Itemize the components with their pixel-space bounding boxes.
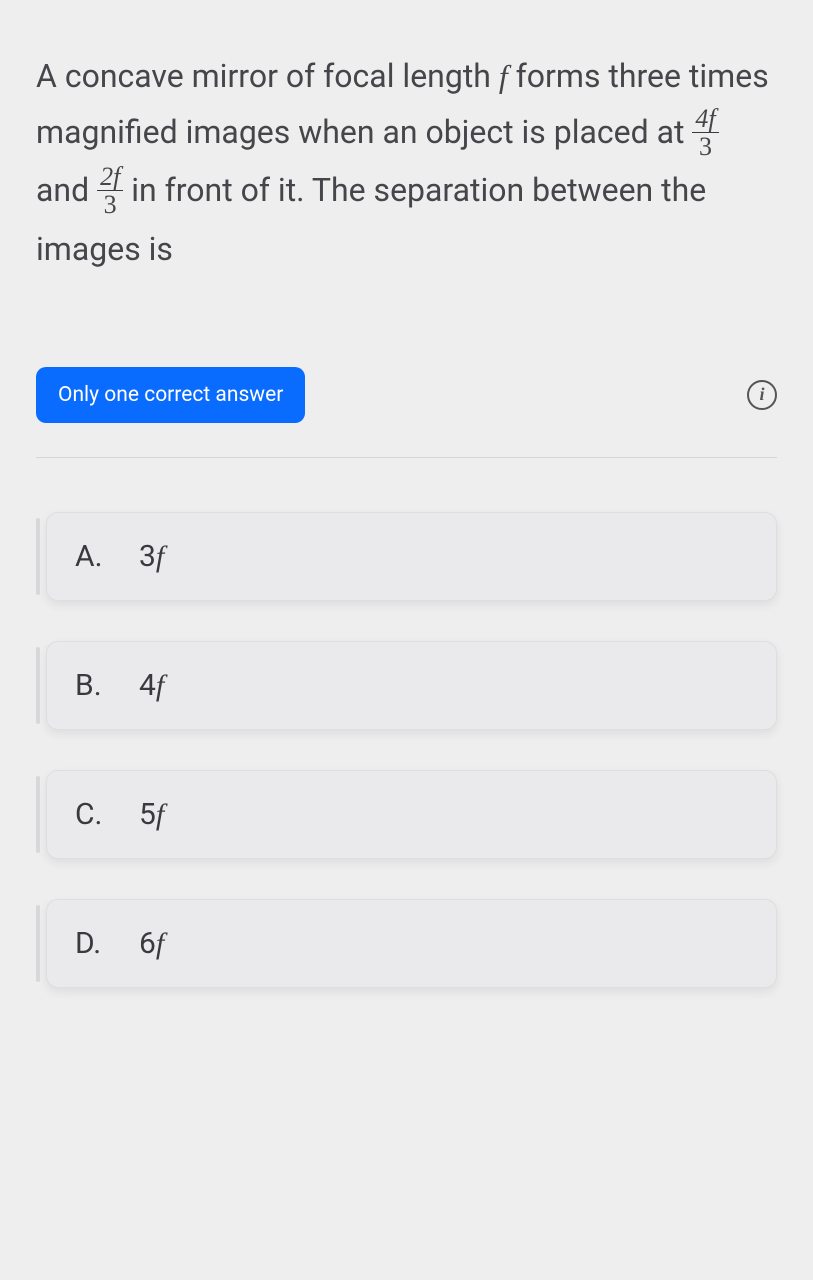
option-value: 5f bbox=[139, 797, 164, 832]
question-part-1: A concave mirror of focal length bbox=[36, 57, 499, 95]
option-value: 3f bbox=[139, 539, 164, 574]
question-part-4: in front of it. The separation between t… bbox=[36, 171, 706, 267]
fraction-2-denominator: 3 bbox=[97, 191, 123, 218]
option-b-wrap: B. 4f bbox=[46, 641, 777, 730]
option-b[interactable]: B. 4f bbox=[46, 641, 777, 730]
question-text: A concave mirror of focal length f forms… bbox=[36, 48, 777, 277]
fraction-2-numerator: 2f bbox=[97, 163, 123, 191]
option-letter: A. bbox=[75, 539, 111, 574]
fraction-2: 2f3 bbox=[97, 163, 123, 219]
option-indicator-bar bbox=[36, 518, 40, 595]
divider bbox=[36, 457, 777, 458]
answer-type-badge: Only one correct answer bbox=[36, 367, 305, 423]
option-value: 6f bbox=[139, 926, 164, 961]
option-d[interactable]: D. 6f bbox=[46, 899, 777, 988]
fraction-1: 4f3 bbox=[692, 105, 718, 161]
option-letter: C. bbox=[75, 797, 111, 832]
option-a[interactable]: A. 3f bbox=[46, 512, 777, 601]
variable-f: f bbox=[499, 58, 508, 94]
fraction-1-denominator: 3 bbox=[692, 133, 718, 160]
option-d-wrap: D. 6f bbox=[46, 899, 777, 988]
option-a-wrap: A. 3f bbox=[46, 512, 777, 601]
option-value: 4f bbox=[139, 668, 164, 703]
option-letter: D. bbox=[75, 926, 111, 961]
option-c-wrap: C. 5f bbox=[46, 770, 777, 859]
question-part-3: and bbox=[36, 171, 97, 209]
info-icon[interactable]: i bbox=[747, 380, 777, 410]
option-indicator-bar bbox=[36, 905, 40, 982]
option-letter: B. bbox=[75, 668, 111, 703]
option-indicator-bar bbox=[36, 776, 40, 853]
option-indicator-bar bbox=[36, 647, 40, 724]
fraction-1-numerator: 4f bbox=[692, 105, 718, 133]
option-c[interactable]: C. 5f bbox=[46, 770, 777, 859]
options-list: A. 3f B. 4f C. 5f D. 6f bbox=[36, 512, 777, 988]
